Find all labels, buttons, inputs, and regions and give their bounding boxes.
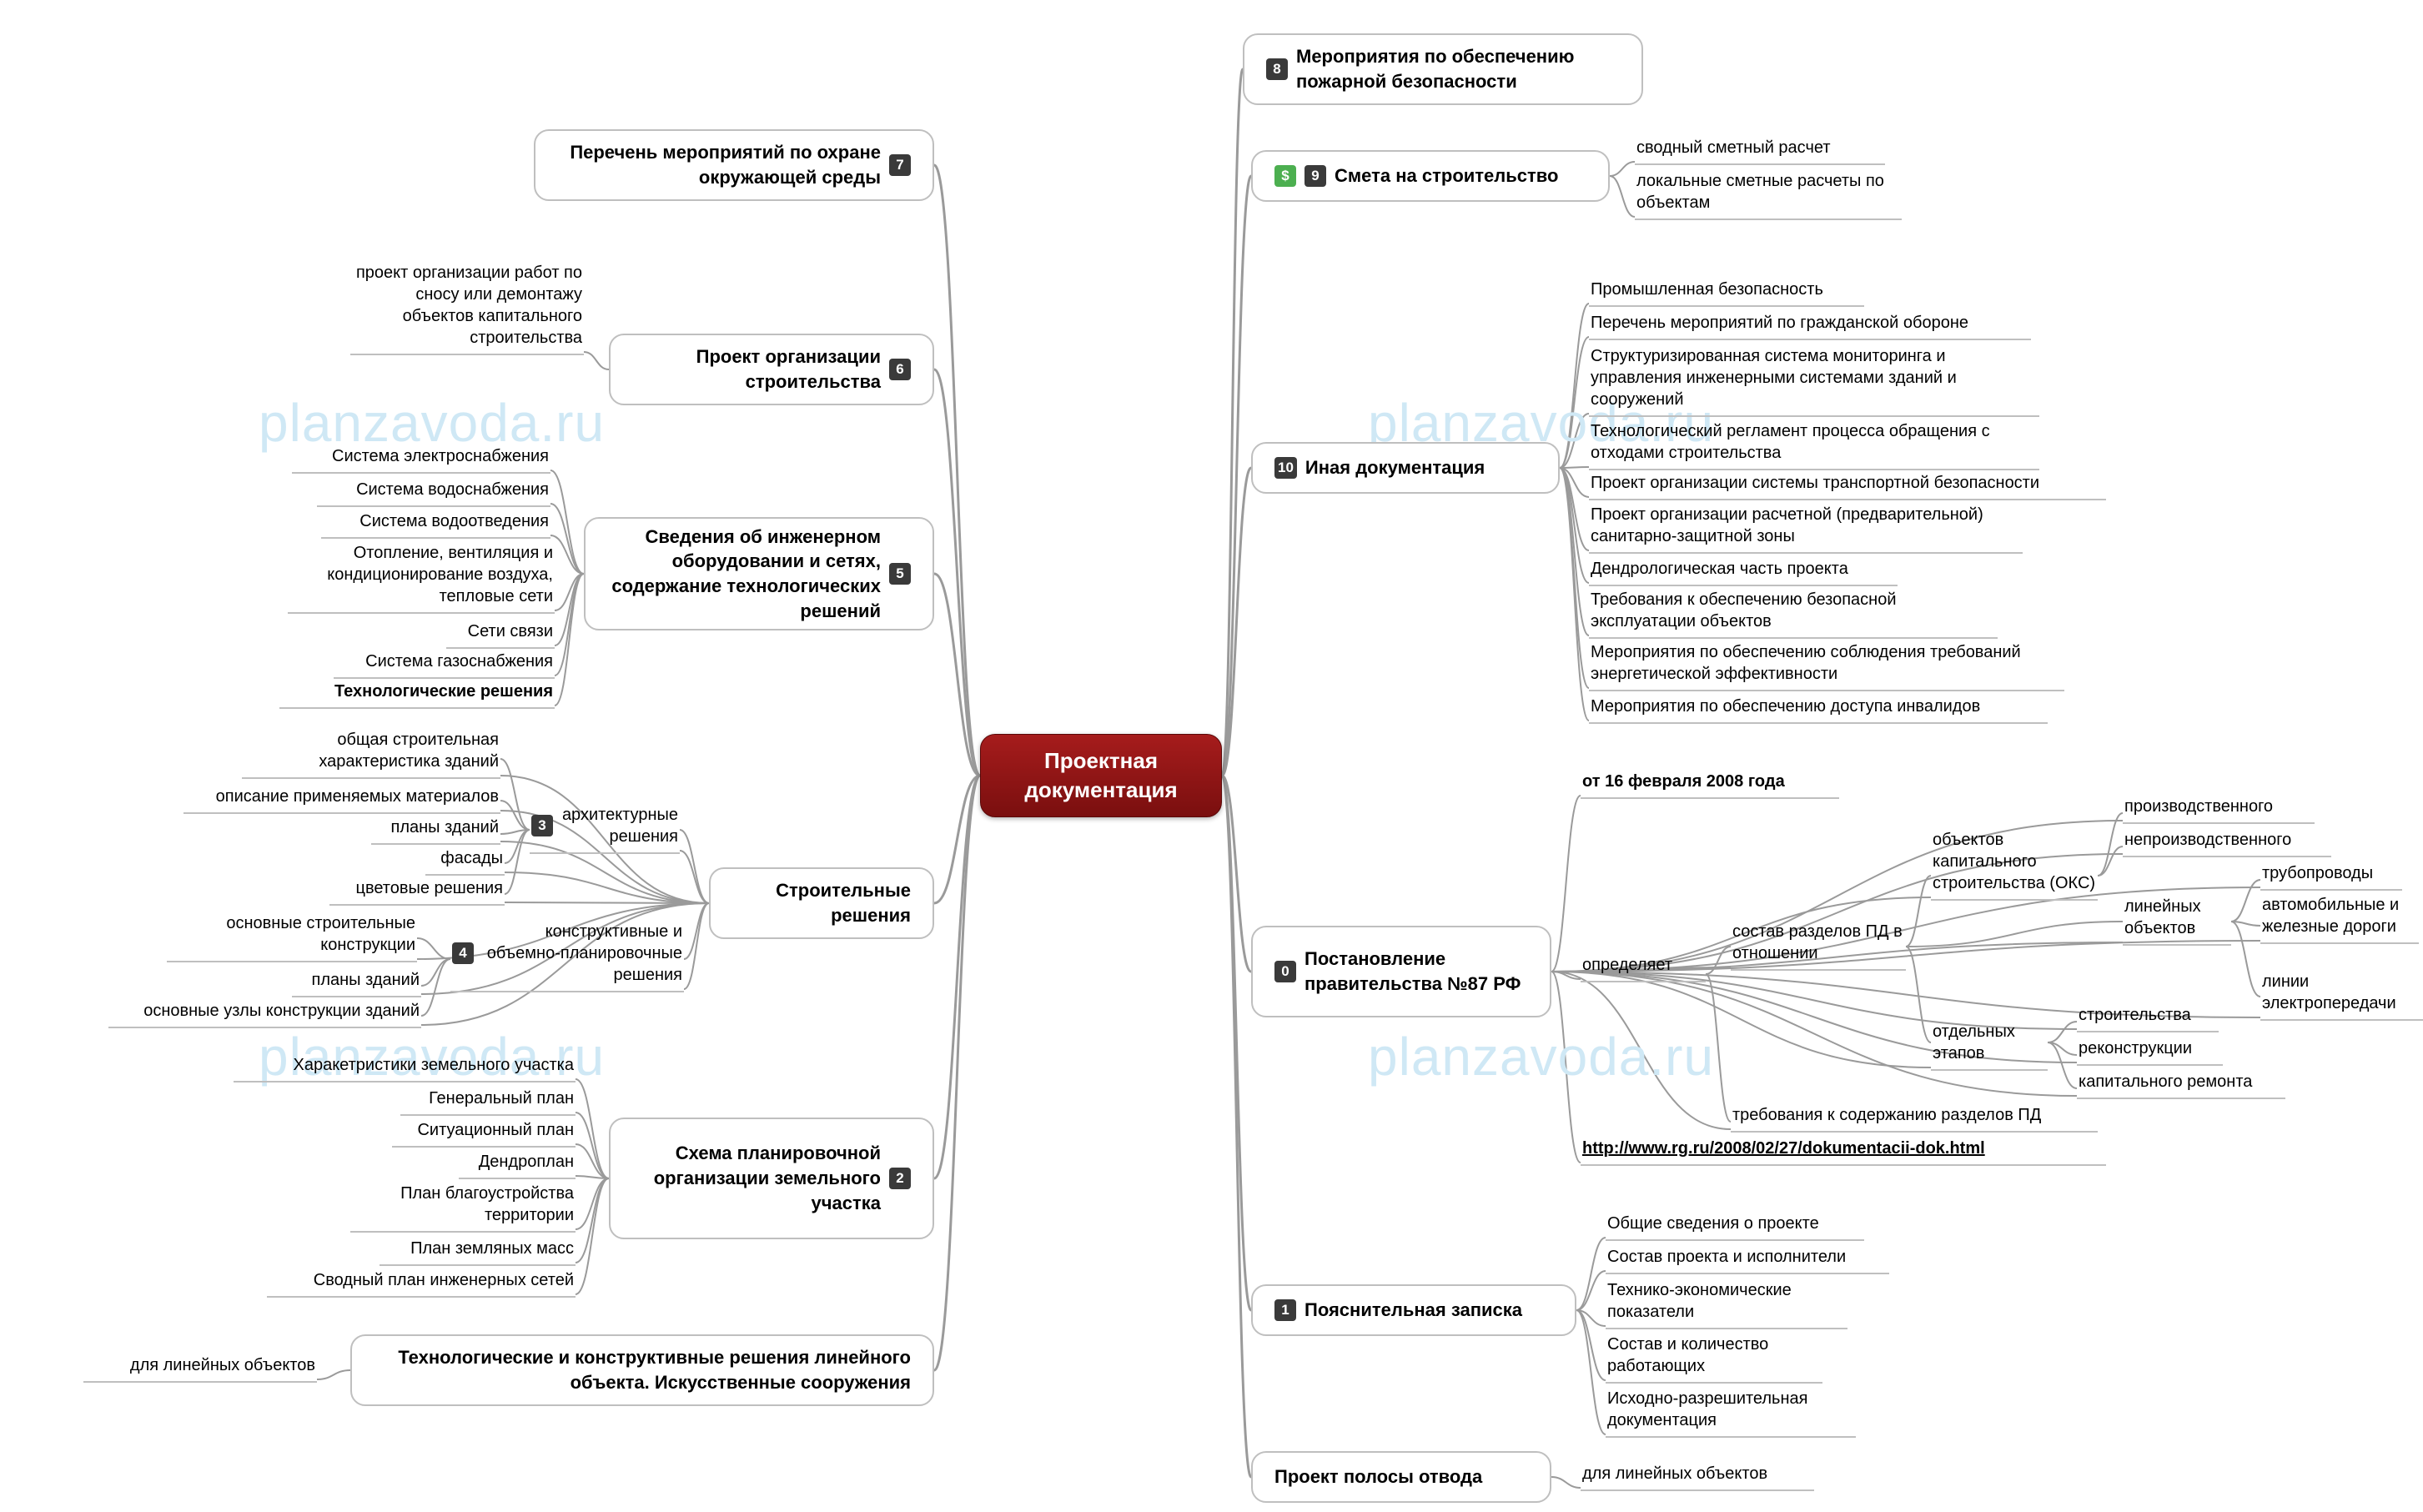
- leaf-node: общая строительная характеристика зданий: [242, 726, 500, 779]
- leaf-node: Ситуационный план: [392, 1116, 576, 1148]
- leaf-node: производственного: [2123, 792, 2315, 824]
- leaf-node: для линейных объектов: [1581, 1459, 1814, 1491]
- leaf-node: Система газоснабжения: [334, 647, 555, 679]
- leaf-node: Дендрологическая часть проекта: [1589, 555, 1898, 586]
- leaf-node: Перечень мероприятий по гражданской обор…: [1589, 309, 2031, 340]
- leaf-node: Система водоотведения: [321, 507, 550, 539]
- leaf-node: Промышленная безопасность: [1589, 275, 1864, 307]
- leaf-node: План земляных масс: [380, 1234, 576, 1266]
- leaf-node: Технологические решения: [279, 677, 555, 709]
- leaf-node: Общие сведения о проекте: [1606, 1209, 1864, 1241]
- branch-node: 10Иная документация: [1251, 442, 1560, 494]
- branch-node: 1Пояснительная записка: [1251, 1284, 1576, 1336]
- leaf-node: основные строительные конструкции: [167, 909, 417, 962]
- watermark: planzavoda.ru: [1368, 1026, 1714, 1088]
- leaf-node: Отопление, вентиляция и кондиционировани…: [288, 539, 555, 614]
- leaf-node: 3архитектурные решения: [530, 801, 680, 854]
- leaf-node: автомобильные и железные дороги: [2260, 891, 2419, 944]
- leaf-node: реконструкции: [2077, 1034, 2223, 1066]
- branch-node: 8Мероприятия по обеспечению пожарной без…: [1243, 33, 1643, 105]
- leaf-node: Структуризированная система мониторинга …: [1589, 342, 2039, 417]
- leaf-node: строительства: [2077, 1001, 2219, 1032]
- leaf-node: от 16 февраля 2008 года: [1581, 767, 1839, 799]
- branch-node: Проект организации строительства6: [609, 334, 934, 405]
- leaf-node: Сводный план инженерных сетей: [267, 1266, 576, 1298]
- leaf-node: капитального ремонта: [2077, 1067, 2285, 1099]
- leaf-node: Харакетристики земельного участка: [234, 1051, 576, 1083]
- leaf-node: требования к содержанию разделов ПД: [1731, 1101, 2098, 1133]
- leaf-node: планы зданий: [292, 966, 421, 997]
- leaf-node: основные узлы конструкции зданий: [108, 997, 421, 1028]
- leaf-node: сводный сметный расчет: [1635, 133, 1885, 165]
- leaf-node: 4конструктивные и объемно-планировочные …: [450, 917, 684, 992]
- branch-node: Перечень мероприятий по охране окружающе…: [534, 129, 934, 201]
- leaf-node: трубопроводы: [2260, 859, 2402, 891]
- leaf-node[interactable]: http://www.rg.ru/2008/02/27/dokumentacii…: [1581, 1134, 2106, 1166]
- leaf-node: Состав и количество работающих: [1606, 1330, 1822, 1384]
- branch-node: $9Смета на строительство: [1251, 150, 1610, 202]
- leaf-node: Проект организации расчетной (предварите…: [1589, 500, 2023, 554]
- leaf-node: планы зданий: [371, 813, 500, 845]
- branch-node: Проект полосы отвода: [1251, 1451, 1551, 1503]
- leaf-node: Технологический регламент процесса обращ…: [1589, 417, 2039, 470]
- leaf-node: Мероприятия по обеспечению соблюдения тр…: [1589, 638, 2064, 691]
- branch-node: Схема планировочной организации земельно…: [609, 1118, 934, 1239]
- leaf-node: фасады: [425, 844, 505, 876]
- leaf-node: линии электропередачи: [2260, 967, 2423, 1021]
- leaf-node: объектов капитального строительства (ОКС…: [1931, 826, 2098, 901]
- leaf-node: Генеральный план: [400, 1084, 576, 1116]
- leaf-node: Исходно-разрешительная документация: [1606, 1384, 1856, 1438]
- leaf-node: описание применяемых материалов: [183, 782, 500, 814]
- leaf-node: определяет: [1581, 951, 1706, 982]
- leaf-node: План благоустройства территории: [350, 1179, 576, 1233]
- leaf-node: отдельных этапов: [1931, 1017, 2048, 1071]
- branch-node: 0Постановление правительства №87 РФ: [1251, 926, 1551, 1017]
- leaf-node: линейных объектов: [2123, 892, 2231, 946]
- leaf-node: Мероприятия по обеспечению доступа инвал…: [1589, 692, 2048, 724]
- leaf-node: непроизводственного: [2123, 826, 2331, 857]
- leaf-node: Система водоснабжения: [317, 475, 550, 507]
- branch-node: Строительные решения: [709, 867, 934, 939]
- leaf-node: Требования к обеспечению безопасной эксп…: [1589, 585, 1998, 639]
- leaf-node: локальные сметные расчеты по объектам: [1635, 167, 1902, 220]
- leaf-node: Технико-экономические показатели: [1606, 1276, 1847, 1329]
- center-node: Проектная документация: [980, 734, 1222, 817]
- leaf-node: Состав проекта и исполнители: [1606, 1243, 1889, 1274]
- leaf-node: цветовые решения: [329, 874, 505, 906]
- leaf-node: Проект организации системы транспортной …: [1589, 469, 2106, 500]
- leaf-node: для линейных объектов: [83, 1351, 317, 1383]
- leaf-node: состав разделов ПД в отношении: [1731, 917, 1906, 971]
- leaf-node: Сети связи: [446, 617, 555, 649]
- leaf-node: Дендроплан: [459, 1148, 576, 1179]
- leaf-node: проект организации работ по сносу или де…: [350, 259, 584, 355]
- branch-node: Технологические и конструктивные решения…: [350, 1334, 934, 1406]
- leaf-node: Система электроснабжения: [292, 442, 550, 474]
- branch-node: Сведения об инженерном оборудовании и се…: [584, 517, 934, 630]
